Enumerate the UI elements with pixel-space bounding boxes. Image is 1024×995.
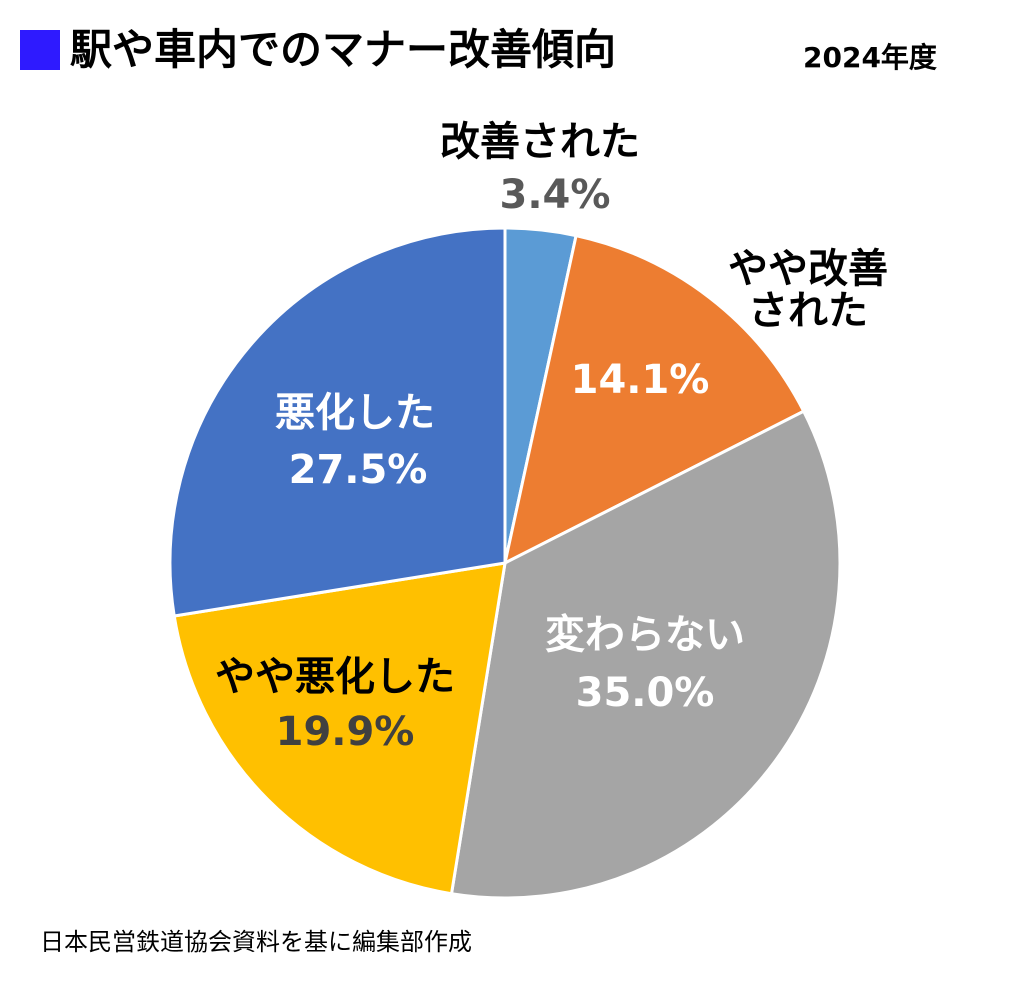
value-label: 35.0%: [575, 670, 715, 716]
value-label: 27.5%: [288, 447, 428, 493]
chart-subtitle: 2024年度: [803, 41, 937, 74]
chart-title: 駅や車内でのマナー改善傾向: [70, 25, 617, 74]
slice-label: やや改善 された: [728, 246, 888, 334]
value-label: 19.9%: [275, 709, 415, 755]
value-label: 3.4%: [499, 172, 611, 218]
value-label: 14.1%: [570, 357, 710, 403]
pie-slice: [168, 226, 507, 618]
pie-slice: [172, 561, 507, 896]
pie-slice: [502, 233, 806, 566]
slice-label: 改善された: [440, 119, 640, 165]
pie-slice: [449, 409, 842, 900]
slice-label: 変わらない: [545, 612, 745, 658]
source-note: 日本民営鉄道協会資料を基に編集部作成: [40, 928, 472, 956]
slice-label: 悪化した: [275, 390, 435, 436]
title-marker: [20, 30, 60, 70]
slice-label: やや悪化した: [215, 654, 455, 700]
